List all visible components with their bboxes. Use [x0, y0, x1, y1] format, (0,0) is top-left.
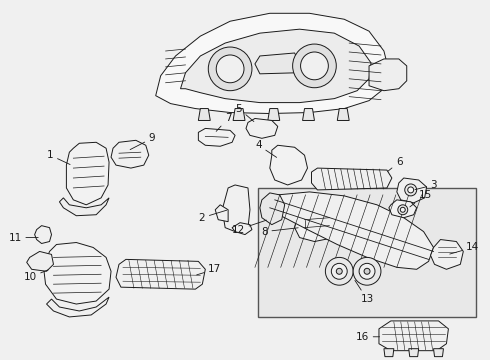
Polygon shape — [222, 185, 250, 231]
Polygon shape — [233, 109, 245, 121]
Polygon shape — [59, 198, 109, 216]
Text: 3: 3 — [415, 180, 437, 190]
Polygon shape — [312, 168, 392, 190]
Circle shape — [353, 257, 381, 285]
Polygon shape — [389, 200, 416, 218]
Polygon shape — [255, 53, 299, 74]
Circle shape — [336, 268, 342, 274]
Text: 7: 7 — [216, 113, 231, 131]
Circle shape — [300, 52, 328, 80]
Circle shape — [405, 184, 416, 196]
Polygon shape — [198, 129, 235, 146]
Text: 2: 2 — [198, 210, 227, 223]
Polygon shape — [434, 349, 443, 357]
Text: 6: 6 — [388, 157, 402, 171]
Text: 5: 5 — [235, 104, 254, 122]
Text: 1: 1 — [47, 150, 70, 165]
Polygon shape — [268, 109, 280, 121]
Polygon shape — [35, 226, 51, 243]
Text: 12: 12 — [232, 220, 267, 235]
Text: 4: 4 — [255, 140, 276, 157]
Circle shape — [400, 207, 405, 212]
Text: 11: 11 — [8, 233, 38, 243]
Text: 8: 8 — [261, 226, 298, 237]
Polygon shape — [302, 109, 315, 121]
Polygon shape — [258, 188, 476, 317]
Polygon shape — [337, 109, 349, 121]
Text: 16: 16 — [356, 332, 380, 342]
Text: 10: 10 — [24, 270, 48, 282]
Polygon shape — [44, 243, 111, 304]
Circle shape — [398, 205, 408, 215]
Polygon shape — [294, 205, 341, 242]
Circle shape — [408, 187, 414, 193]
Polygon shape — [180, 29, 371, 103]
Polygon shape — [26, 251, 53, 271]
Polygon shape — [268, 192, 434, 269]
Polygon shape — [232, 223, 252, 235]
Polygon shape — [215, 205, 228, 222]
Polygon shape — [260, 193, 285, 225]
Polygon shape — [369, 59, 407, 91]
Text: 15: 15 — [410, 190, 432, 207]
Circle shape — [216, 55, 244, 83]
Circle shape — [325, 257, 353, 285]
Text: 17: 17 — [196, 264, 221, 275]
Text: 13: 13 — [355, 280, 374, 304]
Polygon shape — [246, 118, 278, 138]
Polygon shape — [198, 109, 210, 121]
Circle shape — [293, 44, 336, 88]
Polygon shape — [431, 239, 464, 269]
Polygon shape — [397, 178, 427, 203]
Circle shape — [364, 268, 370, 274]
Polygon shape — [66, 142, 109, 205]
Polygon shape — [156, 13, 389, 113]
Polygon shape — [116, 260, 205, 289]
Polygon shape — [384, 349, 394, 357]
Polygon shape — [409, 349, 418, 357]
Text: 14: 14 — [450, 243, 480, 254]
Circle shape — [331, 264, 347, 279]
Circle shape — [208, 47, 252, 91]
Polygon shape — [47, 297, 109, 317]
Text: 9: 9 — [130, 133, 155, 150]
Circle shape — [359, 264, 375, 279]
Polygon shape — [379, 321, 448, 351]
Polygon shape — [111, 140, 149, 168]
Polygon shape — [270, 145, 308, 185]
